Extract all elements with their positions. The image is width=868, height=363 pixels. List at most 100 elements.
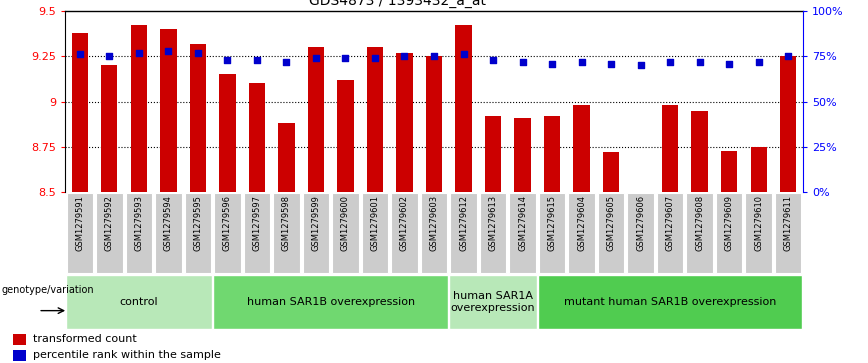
Text: human SAR1A
overexpression: human SAR1A overexpression (450, 291, 536, 313)
Text: GSM1279600: GSM1279600 (341, 195, 350, 251)
FancyBboxPatch shape (362, 193, 388, 273)
Point (339, 55, 352, 61)
Point (102, 53, 116, 59)
Bar (279, 123, 294, 192)
Text: GSM1279605: GSM1279605 (607, 195, 615, 251)
FancyBboxPatch shape (569, 193, 595, 273)
FancyBboxPatch shape (244, 193, 270, 273)
Point (309, 55, 323, 61)
Bar (72, 33, 88, 192)
Text: GSM1279609: GSM1279609 (725, 195, 733, 251)
FancyBboxPatch shape (421, 193, 447, 273)
Point (398, 53, 411, 59)
FancyBboxPatch shape (155, 193, 181, 273)
Text: GSM1279597: GSM1279597 (253, 195, 261, 251)
Text: GSM1279594: GSM1279594 (164, 195, 173, 251)
Bar (721, 151, 737, 192)
Point (663, 59, 677, 65)
FancyBboxPatch shape (538, 275, 802, 329)
Bar (102, 65, 117, 192)
Bar (13, 334, 26, 345)
Text: GSM1279611: GSM1279611 (784, 195, 792, 251)
Bar (397, 53, 412, 192)
Point (457, 52, 470, 57)
FancyBboxPatch shape (510, 193, 536, 273)
Bar (338, 80, 353, 192)
FancyBboxPatch shape (273, 193, 299, 273)
FancyBboxPatch shape (214, 193, 240, 273)
FancyBboxPatch shape (450, 193, 477, 273)
Point (516, 59, 529, 65)
Bar (603, 152, 619, 192)
Bar (515, 118, 530, 192)
FancyBboxPatch shape (96, 193, 122, 273)
FancyBboxPatch shape (716, 193, 742, 273)
Point (752, 59, 766, 65)
Bar (249, 83, 265, 192)
Point (575, 59, 589, 65)
Bar (633, 192, 648, 225)
FancyBboxPatch shape (687, 193, 713, 273)
FancyBboxPatch shape (775, 193, 801, 273)
Point (634, 62, 648, 68)
Text: GSM1279596: GSM1279596 (223, 195, 232, 251)
Point (781, 53, 795, 59)
Point (279, 59, 293, 65)
Bar (190, 44, 206, 192)
Point (545, 61, 559, 66)
FancyBboxPatch shape (480, 193, 506, 273)
Point (604, 61, 618, 66)
Point (73, 52, 87, 57)
Point (220, 57, 234, 63)
FancyBboxPatch shape (67, 193, 93, 273)
Bar (367, 47, 383, 192)
Text: GSM1279604: GSM1279604 (577, 195, 586, 251)
Text: GSM1279599: GSM1279599 (312, 195, 320, 251)
FancyBboxPatch shape (391, 193, 418, 273)
Text: mutant human SAR1B overexpression: mutant human SAR1B overexpression (564, 297, 776, 307)
FancyBboxPatch shape (746, 193, 772, 273)
Text: GSM1279610: GSM1279610 (754, 195, 763, 251)
Text: GSM1279612: GSM1279612 (459, 195, 468, 251)
Text: GSM1279591: GSM1279591 (76, 195, 84, 251)
Title: GDS4873 / 1393432_a_at: GDS4873 / 1393432_a_at (309, 0, 485, 8)
Point (693, 59, 707, 65)
Text: GSM1279607: GSM1279607 (666, 195, 674, 251)
FancyBboxPatch shape (303, 193, 329, 273)
FancyBboxPatch shape (185, 193, 211, 273)
Text: control: control (120, 297, 158, 307)
FancyBboxPatch shape (66, 275, 212, 329)
FancyBboxPatch shape (332, 193, 358, 273)
Point (722, 61, 736, 66)
Text: transformed count: transformed count (33, 334, 136, 344)
FancyBboxPatch shape (450, 275, 536, 329)
Text: GSM1279606: GSM1279606 (636, 195, 645, 251)
FancyBboxPatch shape (214, 275, 448, 329)
Point (250, 57, 264, 63)
Text: GSM1279614: GSM1279614 (518, 195, 527, 251)
Point (132, 50, 146, 56)
Bar (574, 105, 589, 192)
Bar (13, 350, 26, 362)
Text: GSM1279608: GSM1279608 (695, 195, 704, 251)
Text: GSM1279601: GSM1279601 (371, 195, 379, 251)
Bar (161, 29, 176, 192)
Bar (544, 116, 560, 192)
FancyBboxPatch shape (628, 193, 654, 273)
Bar (751, 147, 766, 192)
FancyBboxPatch shape (657, 193, 683, 273)
Point (427, 53, 441, 59)
Text: GSM1279603: GSM1279603 (430, 195, 438, 251)
Bar (692, 111, 707, 192)
Bar (662, 105, 678, 192)
Text: GSM1279613: GSM1279613 (489, 195, 497, 251)
Text: GSM1279595: GSM1279595 (194, 195, 202, 251)
FancyBboxPatch shape (126, 193, 152, 273)
Text: genotype/variation: genotype/variation (2, 285, 94, 295)
Point (161, 48, 175, 54)
Bar (308, 47, 324, 192)
Bar (780, 56, 796, 192)
Point (486, 57, 500, 63)
FancyBboxPatch shape (539, 193, 565, 273)
Text: GSM1279593: GSM1279593 (135, 195, 143, 251)
